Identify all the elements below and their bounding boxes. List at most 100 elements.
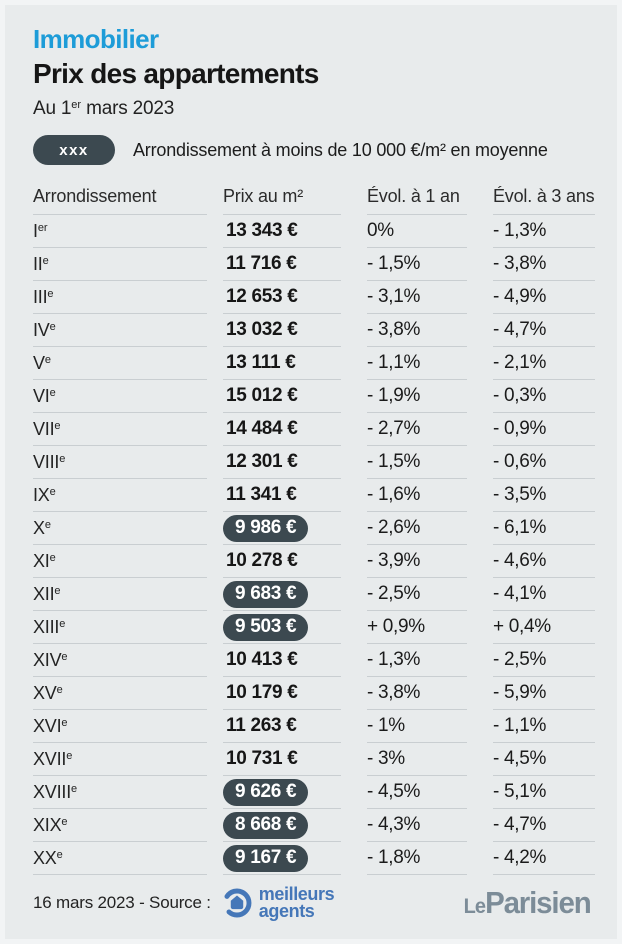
evol-3ans-cell: - 4,5% — [493, 743, 595, 777]
table-row: VIIIe 12 301 € - 1,5% - 0,6% — [33, 446, 595, 480]
evol-1an-value: - 1% — [367, 715, 405, 737]
evol-1an-cell: - 1,3% — [367, 644, 467, 678]
arrondissement-cell: XIe — [33, 545, 207, 579]
evol-1an-cell: - 3,8% — [367, 314, 467, 348]
table-header-row: Arrondissement Prix au m² Évol. à 1 an É… — [33, 186, 595, 216]
arrondissement-numeral: XV — [33, 682, 57, 703]
price-value: 13 343 € — [226, 220, 298, 242]
price-value: 9 503 € — [223, 613, 309, 641]
evol-3ans-value: - 4,7% — [493, 319, 547, 341]
evol-1an-value: - 3,8% — [367, 682, 421, 704]
evol-3ans-value: + 0,4% — [493, 616, 551, 638]
arrondissement-numeral: V — [33, 352, 45, 373]
evol-1an-value: - 1,5% — [367, 253, 421, 275]
arrondissement-suffix: er — [37, 221, 48, 234]
arrondissement-suffix: e — [56, 848, 63, 861]
price-cell: 10 179 € — [223, 677, 341, 711]
evol-3ans-cell: - 4,2% — [493, 842, 595, 876]
table-row: XVIIe 10 731 € - 3% - 4,5% — [33, 743, 595, 777]
arrondissement-label: VIIIe — [33, 452, 65, 473]
price-cell: 9 626 € — [223, 776, 341, 810]
evol-3ans-value: - 4,5% — [493, 748, 547, 770]
price-value: 10 278 € — [226, 550, 298, 572]
evol-3ans-value: - 1,3% — [493, 220, 547, 242]
arrondissement-label: XVIIIe — [33, 782, 77, 803]
arrondissement-suffix: e — [54, 419, 61, 432]
evol-1an-cell: - 1,1% — [367, 347, 467, 381]
price-value: 10 179 € — [226, 682, 298, 704]
price-cell: 9 986 € — [223, 512, 341, 546]
date-prefix: Au 1 — [33, 98, 72, 120]
column-header-prix: Prix au m² — [223, 186, 341, 216]
arrondissement-label: Ve — [33, 353, 51, 374]
arrondissement-cell: IIe — [33, 248, 207, 282]
source-text: 16 mars 2023 - Source : — [33, 893, 211, 912]
evol-1an-value: - 1,6% — [367, 484, 421, 506]
arrondissement-numeral: XVI — [33, 715, 62, 736]
price-cell: 12 301 € — [223, 446, 341, 480]
table-row: Ier 13 343 € 0% - 1,3% — [33, 215, 595, 249]
price-cell: 13 343 € — [223, 215, 341, 249]
arrondissement-cell: Ve — [33, 347, 207, 381]
evol-3ans-value: - 5,1% — [493, 781, 547, 803]
evol-1an-cell: - 1,9% — [367, 380, 467, 414]
evol-1an-cell: - 2,7% — [367, 413, 467, 447]
arrondissement-label: VIe — [33, 386, 56, 407]
arrondissement-cell: XVIIe — [33, 743, 207, 777]
table-row: XIe 10 278 € - 3,9% - 4,6% — [33, 545, 595, 579]
table-row: XIIIe 9 503 € + 0,9% + 0,4% — [33, 611, 595, 645]
arrondissement-label: IXe — [33, 485, 56, 506]
table-row: IIIe 12 653 € - 3,1% - 4,9% — [33, 281, 595, 315]
arrondissement-label: IIIe — [33, 287, 54, 308]
evol-3ans-cell: - 6,1% — [493, 512, 595, 546]
evol-1an-value: - 2,6% — [367, 517, 421, 539]
evol-3ans-cell: - 4,7% — [493, 809, 595, 843]
arrondissement-suffix: e — [59, 617, 66, 630]
arrondissement-cell: IIIe — [33, 281, 207, 315]
arrondissement-label: XIIIe — [33, 617, 65, 638]
price-cell: 11 341 € — [223, 479, 341, 513]
date-line: Au 1er mars 2023 — [33, 98, 617, 120]
arrondissement-cell: Xe — [33, 512, 207, 546]
footer: 16 mars 2023 - Source : meilleurs agents… — [33, 885, 592, 921]
arrondissement-label: XVIe — [33, 716, 68, 737]
evol-3ans-value: - 4,1% — [493, 583, 547, 605]
price-value: 11 341 € — [226, 484, 297, 506]
arrondissement-suffix: e — [49, 386, 56, 399]
arrondissement-numeral: I — [33, 220, 38, 241]
legend-label: Arrondissement à moins de 10 000 €/m² en… — [133, 139, 548, 160]
arrondissement-suffix: e — [49, 320, 56, 333]
evol-3ans-value: - 4,2% — [493, 847, 547, 869]
table-row: XIIe 9 683 € - 2,5% - 4,1% — [33, 578, 595, 612]
arrondissement-cell: XVIe — [33, 710, 207, 744]
evol-1an-value: - 4,3% — [367, 814, 421, 836]
price-value: 8 668 € — [223, 811, 309, 839]
table-row: VIe 15 012 € - 1,9% - 0,3% — [33, 380, 595, 414]
evol-3ans-value: - 4,9% — [493, 286, 547, 308]
evol-3ans-cell: + 0,4% — [493, 611, 595, 645]
evol-3ans-cell: - 4,9% — [493, 281, 595, 315]
evol-3ans-value: - 4,6% — [493, 550, 547, 572]
evol-1an-value: + 0,9% — [367, 616, 425, 638]
evol-3ans-cell: - 2,1% — [493, 347, 595, 381]
table-row: IXe 11 341 € - 1,6% - 3,5% — [33, 479, 595, 513]
arrondissement-numeral: XIV — [33, 649, 62, 670]
evol-1an-value: - 2,7% — [367, 418, 421, 440]
evol-3ans-cell: - 0,9% — [493, 413, 595, 447]
arrondissement-suffix: e — [71, 782, 78, 795]
price-value: 13 111 € — [226, 352, 296, 374]
arrondissement-label: XIVe — [33, 650, 68, 671]
evol-3ans-cell: - 1,3% — [493, 215, 595, 249]
arrondissement-label: IIe — [33, 254, 49, 275]
evol-1an-value: - 1,1% — [367, 352, 421, 374]
arrondissement-cell: VIIIe — [33, 446, 207, 480]
arrondissement-label: XIIe — [33, 584, 61, 605]
price-value: 11 716 € — [226, 253, 297, 275]
evol-3ans-cell: - 4,6% — [493, 545, 595, 579]
evol-1an-cell: - 2,5% — [367, 578, 467, 612]
arrondissement-label: IVe — [33, 320, 56, 341]
evol-3ans-cell: - 2,5% — [493, 644, 595, 678]
arrondissement-suffix: e — [66, 749, 73, 762]
arrondissement-numeral: IX — [33, 484, 50, 505]
